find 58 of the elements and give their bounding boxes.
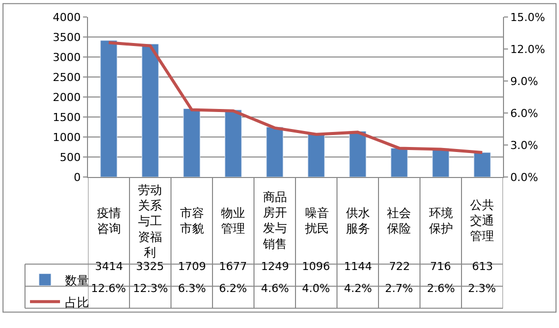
data-label: 1249 bbox=[261, 260, 289, 273]
bar bbox=[183, 108, 200, 177]
x-tick-label: 物业管理 bbox=[221, 206, 245, 236]
y2-tick-label: 15.0% bbox=[510, 10, 546, 24]
x-tick-label: 劳动关系与工资福利 bbox=[138, 183, 162, 260]
data-label: 2.3% bbox=[468, 282, 496, 295]
y-tick-label: 1500 bbox=[52, 110, 81, 124]
data-label: 2.7% bbox=[385, 282, 413, 295]
x-tick-label: 市容市貌 bbox=[180, 206, 204, 236]
data-label: 1709 bbox=[178, 260, 206, 273]
bar bbox=[432, 148, 450, 177]
data-label: 1096 bbox=[302, 260, 330, 273]
x-tick-label: 社会保险 bbox=[387, 206, 411, 236]
x-tick-label: 供水服务 bbox=[346, 206, 370, 236]
legend-label: 占比 bbox=[65, 295, 89, 310]
y-tick-label: 3500 bbox=[52, 30, 81, 44]
data-label: 6.3% bbox=[178, 282, 206, 295]
y2-tick-label: 12.0% bbox=[510, 42, 546, 56]
data-label: 1677 bbox=[219, 260, 247, 273]
legend-label: 数量 bbox=[65, 273, 89, 288]
data-label: 12.6% bbox=[91, 282, 126, 295]
y2-tick-label: 9.0% bbox=[510, 74, 538, 88]
bar bbox=[224, 110, 242, 177]
x-tick-label: 公共交通管理 bbox=[470, 198, 494, 244]
data-label: 4.2% bbox=[344, 282, 372, 295]
y-tick-label: 0 bbox=[74, 170, 81, 184]
data-label: 716 bbox=[430, 260, 451, 273]
data-label: 613 bbox=[472, 260, 493, 273]
bar bbox=[308, 132, 325, 177]
bar bbox=[474, 152, 491, 177]
y2-tick-label: 6.0% bbox=[510, 106, 538, 120]
data-label: 6.2% bbox=[219, 282, 247, 295]
data-label: 3414 bbox=[95, 260, 123, 273]
data-label: 3325 bbox=[136, 260, 164, 273]
x-tick-label: 疫情咨询 bbox=[97, 206, 121, 236]
y2-tick-label: 0.0% bbox=[510, 170, 538, 184]
data-label: 2.6% bbox=[427, 282, 455, 295]
data-label: 722 bbox=[389, 260, 410, 273]
y-tick-label: 500 bbox=[60, 150, 81, 164]
y-tick-label: 3000 bbox=[52, 50, 81, 64]
bar bbox=[349, 130, 366, 177]
y2-tick-label: 3.0% bbox=[510, 138, 538, 152]
y-tick-label: 4000 bbox=[52, 10, 81, 24]
data-label: 1144 bbox=[344, 260, 372, 273]
x-tick-label: 商品房开发与销售 bbox=[262, 190, 287, 251]
bar bbox=[266, 126, 284, 177]
y-tick-label: 1000 bbox=[52, 130, 81, 144]
bar bbox=[100, 40, 118, 177]
bar bbox=[390, 148, 408, 177]
data-label: 12.3% bbox=[133, 282, 168, 295]
x-tick-label: 噪音扰民 bbox=[304, 206, 329, 236]
x-tick-label: 环境保护 bbox=[429, 206, 453, 236]
line-series bbox=[107, 41, 484, 154]
y-tick-label: 2000 bbox=[52, 90, 81, 104]
bar bbox=[142, 44, 159, 177]
data-label: 4.6% bbox=[261, 282, 289, 295]
y-tick-label: 2500 bbox=[52, 70, 81, 84]
data-label: 4.0% bbox=[302, 282, 330, 295]
